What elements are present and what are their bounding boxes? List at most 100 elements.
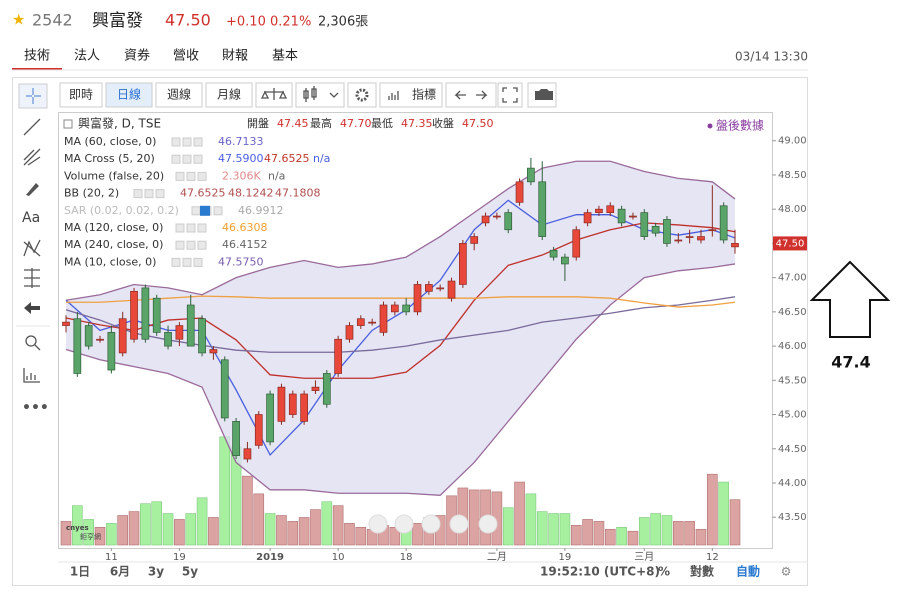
legend-icon[interactable] xyxy=(144,189,154,199)
volume-bar xyxy=(593,521,605,546)
candle-body xyxy=(152,297,161,333)
nav-zoom-out[interactable] xyxy=(394,514,414,534)
legend-name[interactable]: MA (10, close, 0) xyxy=(64,255,156,268)
tab[interactable]: 資券 xyxy=(124,48,150,64)
volume-bar xyxy=(389,526,401,546)
legend-toggle[interactable] xyxy=(63,119,73,129)
line-tool[interactable] xyxy=(23,118,41,136)
legend-icon[interactable] xyxy=(193,154,203,164)
legend-value: 2.306K xyxy=(222,169,261,182)
candle-body xyxy=(130,290,138,340)
nav-left[interactable] xyxy=(368,514,388,534)
legend-icon[interactable] xyxy=(197,171,207,181)
legend-icon[interactable] xyxy=(175,240,185,250)
legend-name[interactable]: Volume (false, 20) xyxy=(64,169,164,182)
candle-body xyxy=(175,325,184,340)
nav-right[interactable] xyxy=(478,514,498,534)
range-button[interactable]: 5y xyxy=(182,565,198,579)
legend-icon[interactable] xyxy=(191,206,201,216)
tab[interactable]: 營收 xyxy=(173,49,199,64)
text-tool[interactable]: Aa xyxy=(22,210,40,226)
legend-icon[interactable] xyxy=(213,206,223,216)
tab[interactable]: 法人 xyxy=(74,49,100,64)
pattern-tool[interactable] xyxy=(23,239,41,257)
legend-icon[interactable] xyxy=(197,223,207,233)
star-icon[interactable]: ★ xyxy=(12,11,25,29)
bottom-settings[interactable]: ⚙ xyxy=(781,565,792,579)
measure-tool[interactable] xyxy=(23,368,40,383)
candle-body xyxy=(277,386,286,422)
legend-name[interactable]: BB (20, 2) xyxy=(64,187,119,200)
log-toggle[interactable]: 對數 xyxy=(690,564,714,579)
legend-name[interactable]: MA (60, close, 0) xyxy=(64,135,156,148)
range-button[interactable]: 1日 xyxy=(70,565,90,579)
brush-tool[interactable] xyxy=(26,183,39,196)
legend-name[interactable]: MA (240, close, 0) xyxy=(64,238,163,251)
auto-toggle[interactable]: 自動 xyxy=(736,564,760,579)
gann-tool[interactable] xyxy=(24,268,40,288)
legend-icon[interactable] xyxy=(193,257,203,267)
legend-name[interactable]: SAR (0.02, 0.02, 0.2) xyxy=(64,204,179,217)
fullscreen-button[interactable] xyxy=(497,82,523,108)
legend-icon[interactable] xyxy=(186,171,196,181)
toolbar: 即時 日線 週線 月線 指標 xyxy=(59,82,557,108)
monthly-button[interactable] xyxy=(205,82,253,108)
legend-icon[interactable] xyxy=(171,137,181,147)
y-tick-label: 47.00 xyxy=(778,273,807,284)
settings-button[interactable] xyxy=(347,82,377,108)
remove-tool[interactable] xyxy=(24,302,40,314)
legend-icon[interactable] xyxy=(182,257,192,267)
compare-button[interactable] xyxy=(255,82,293,108)
undo-redo-button[interactable] xyxy=(445,82,497,108)
legend-name[interactable]: MA (120, close, 0) xyxy=(64,221,163,234)
volume-bar xyxy=(718,481,729,546)
range-button[interactable]: 3y xyxy=(148,565,164,579)
nav-reset[interactable] xyxy=(421,514,441,534)
price-change: +0.10 xyxy=(226,15,266,30)
legend-icon[interactable] xyxy=(171,154,181,164)
volume-bar xyxy=(196,497,208,546)
ohlc-value: 47.50 xyxy=(462,117,494,130)
legend-icon[interactable] xyxy=(182,154,192,164)
current-price-box xyxy=(773,236,807,251)
zoom-tool[interactable] xyxy=(25,335,37,347)
more-tools[interactable]: ••• xyxy=(22,400,49,416)
indicators-button[interactable] xyxy=(379,82,443,108)
stock-name: 興富發 xyxy=(92,11,143,31)
candle-body xyxy=(617,208,626,224)
candle-body xyxy=(697,236,705,241)
daily-button[interactable] xyxy=(105,82,153,108)
realtime-button[interactable] xyxy=(59,82,103,108)
tab[interactable]: 技術 xyxy=(24,49,50,64)
legend-icon[interactable] xyxy=(171,257,181,267)
volume-bar xyxy=(684,521,695,546)
legend-icon[interactable] xyxy=(155,189,165,199)
x-tick-label: 11 xyxy=(105,552,118,563)
after-hours-link[interactable]: 盤後數據 xyxy=(716,119,764,133)
legend-icon[interactable] xyxy=(182,137,192,147)
volume-bar xyxy=(616,526,627,546)
legend-icon[interactable] xyxy=(186,240,196,250)
legend-icon[interactable] xyxy=(175,223,185,233)
bollinger-upper xyxy=(65,160,736,301)
crosshair-button[interactable] xyxy=(18,83,48,109)
range-button[interactable]: 6月 xyxy=(110,565,130,579)
legend-icon[interactable] xyxy=(186,223,196,233)
legend-icon[interactable] xyxy=(197,240,207,250)
candle-body xyxy=(719,205,728,241)
legend-icon[interactable] xyxy=(193,137,203,147)
nav-zoom-in[interactable] xyxy=(449,514,469,534)
tab[interactable]: 財報 xyxy=(222,49,248,64)
legend-icon[interactable] xyxy=(175,171,185,181)
weekly-button[interactable] xyxy=(155,82,203,108)
percent-toggle[interactable]: % xyxy=(658,565,670,579)
x-tick-label: 10 xyxy=(332,552,345,563)
tab[interactable]: 基本 xyxy=(272,49,298,64)
legend-name[interactable]: MA Cross (5, 20) xyxy=(64,152,155,165)
legend-icon-active[interactable] xyxy=(200,205,210,216)
y-tick-label: 44.00 xyxy=(778,478,807,489)
legend-icon[interactable] xyxy=(133,189,143,199)
stock-code: 2542 xyxy=(32,11,73,30)
candle-body xyxy=(345,325,354,340)
fib-tool[interactable] xyxy=(23,148,41,166)
